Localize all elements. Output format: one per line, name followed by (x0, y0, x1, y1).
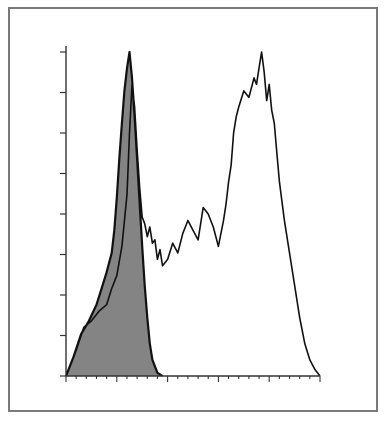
outer-frame (8, 7, 378, 412)
series-layer (64, 50, 321, 377)
series-1-area (66, 52, 163, 376)
series-2-line (65, 51, 321, 377)
axis-layer (60, 46, 321, 382)
series-1-line (64, 50, 164, 377)
